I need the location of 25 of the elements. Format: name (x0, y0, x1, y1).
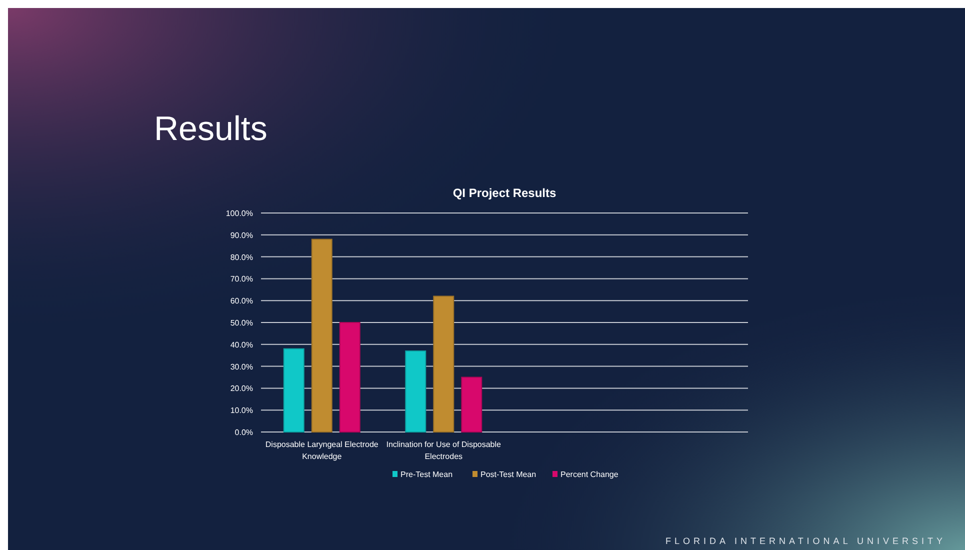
y-tick-label: 50.0% (230, 318, 253, 328)
bar (339, 322, 360, 432)
legend-label: Percent Change (560, 470, 619, 479)
chart-title: QI Project Results (452, 186, 557, 200)
y-tick-label: 20.0% (230, 384, 253, 394)
text: FLORIDA INTERNATIONAL UNIVERSITY (665, 536, 946, 546)
y-tick-label: 0.0% (234, 428, 253, 437)
legend-label: Post-Test Mean (480, 470, 536, 479)
y-tick-label: 100.0% (226, 209, 253, 218)
bar (311, 238, 332, 432)
bar (405, 350, 426, 432)
bar (461, 376, 482, 432)
y-tick-label: 60.0% (230, 296, 253, 306)
y-tick-label: 10.0% (230, 406, 253, 416)
y-tick-label: 90.0% (230, 230, 253, 240)
y-tick-label: 30.0% (230, 362, 253, 372)
y-tick-label: 40.0% (230, 340, 253, 350)
y-tick-label: 70.0% (230, 274, 253, 284)
bar (433, 296, 454, 432)
y-tick-label: 80.0% (230, 252, 253, 262)
bar (283, 348, 304, 432)
text: Results (154, 110, 268, 148)
legend-label: Pre-Test Mean (400, 470, 453, 479)
x-tick-label: Inclination for Use of Disposable Electrodes (386, 440, 502, 461)
x-tick-label: Disposable Laryngeal Electrode Knowledge (265, 440, 379, 461)
